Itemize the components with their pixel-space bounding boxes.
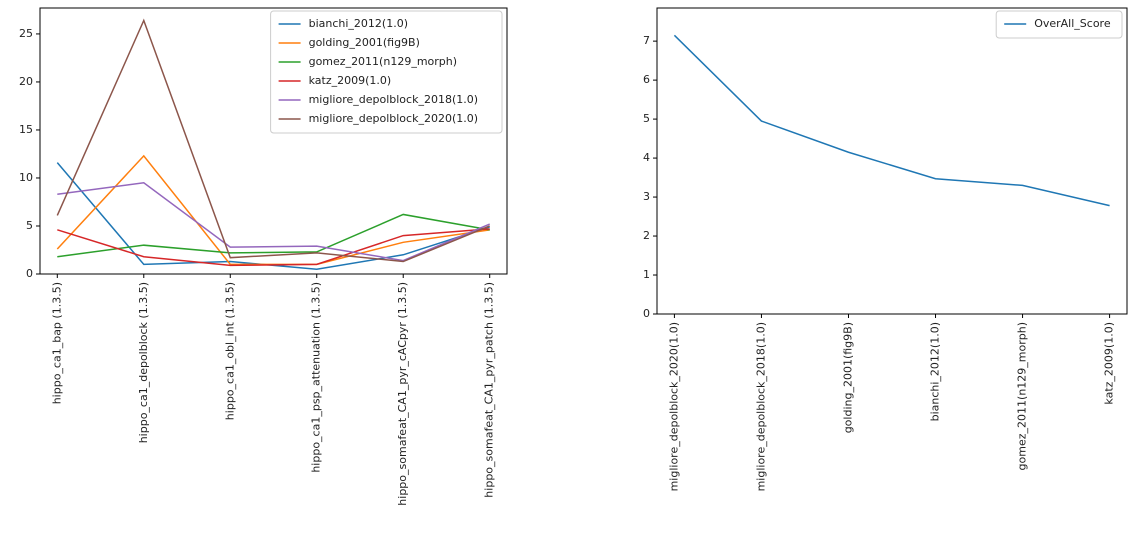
legend-label: golding_2001(fig9B) bbox=[309, 36, 420, 49]
y-tick-label: 10 bbox=[19, 171, 33, 184]
y-tick-label: 20 bbox=[19, 75, 33, 88]
x-tick-label: hippo_somafeat_CA1_pyr_cACpyr (1.3.5) bbox=[396, 282, 409, 506]
legend-label: migliore_depolblock_2018(1.0) bbox=[309, 93, 478, 106]
y-tick-label: 5 bbox=[643, 112, 650, 125]
x-tick-label: hippo_ca1_psp_attenuation (1.3.5) bbox=[310, 282, 323, 473]
series-line bbox=[57, 181, 490, 262]
y-tick-label: 0 bbox=[643, 307, 650, 320]
x-tick-label: katz_2009(1.0) bbox=[1103, 322, 1116, 405]
y-tick-label: 6 bbox=[643, 73, 650, 86]
x-tick-label: gomez_2011(n129_morph) bbox=[1016, 322, 1029, 470]
y-tick-label: 25 bbox=[19, 27, 33, 40]
x-tick-label: hippo_ca1_obl_int (1.3.5) bbox=[223, 282, 236, 420]
y-tick-label: 2 bbox=[643, 229, 650, 242]
legend-label: OverAll_Score bbox=[1034, 17, 1111, 30]
x-tick-label: hippo_ca1_bap (1.3.5) bbox=[50, 282, 63, 404]
y-tick-label: 5 bbox=[26, 219, 33, 232]
axes: 0 1 2 3 4 5 6 7 migliore_depolblock_2020(1.0) mig… bbox=[643, 7, 1128, 491]
x-tick-label: golding_2001(fig9B) bbox=[841, 322, 854, 433]
y-tick-label: 1 bbox=[643, 268, 650, 281]
y-tick-label: 15 bbox=[19, 123, 33, 136]
legend-label: katz_2009(1.0) bbox=[309, 74, 392, 87]
series-line bbox=[673, 34, 1110, 207]
x-tick-label: bianchi_2012(1.0) bbox=[929, 322, 942, 421]
plot-frame bbox=[39, 7, 508, 275]
y-tick-label: 4 bbox=[643, 151, 650, 164]
plot-frame bbox=[656, 7, 1128, 315]
x-tick-label: hippo_somafeat_CA1_pyr_patch (1.3.5) bbox=[483, 282, 496, 498]
legend-box bbox=[995, 10, 1123, 39]
y-tick-label: 0 bbox=[26, 267, 33, 280]
series-line bbox=[57, 213, 490, 258]
legend-label: bianchi_2012(1.0) bbox=[309, 17, 408, 30]
legend-label: gomez_2011(n129_morph) bbox=[309, 55, 457, 68]
legend-label: migliore_depolblock_2020(1.0) bbox=[309, 112, 478, 125]
x-tick-label: migliore_depolblock_2018(1.0) bbox=[754, 322, 767, 491]
series-line bbox=[57, 228, 490, 267]
legend-box bbox=[270, 10, 503, 134]
x-tick-label: hippo_ca1_depolblock (1.3.5) bbox=[137, 282, 150, 443]
y-tick-label: 7 bbox=[643, 34, 650, 47]
series-line bbox=[56, 18, 490, 263]
axes: 0 5 10 15 20 25 hippo_ca1_bap (1.3.5) hippo_ca1… bbox=[19, 7, 508, 506]
y-tick-label: 3 bbox=[643, 190, 650, 203]
x-tick-label: migliore_depolblock_2020(1.0) bbox=[667, 322, 680, 491]
